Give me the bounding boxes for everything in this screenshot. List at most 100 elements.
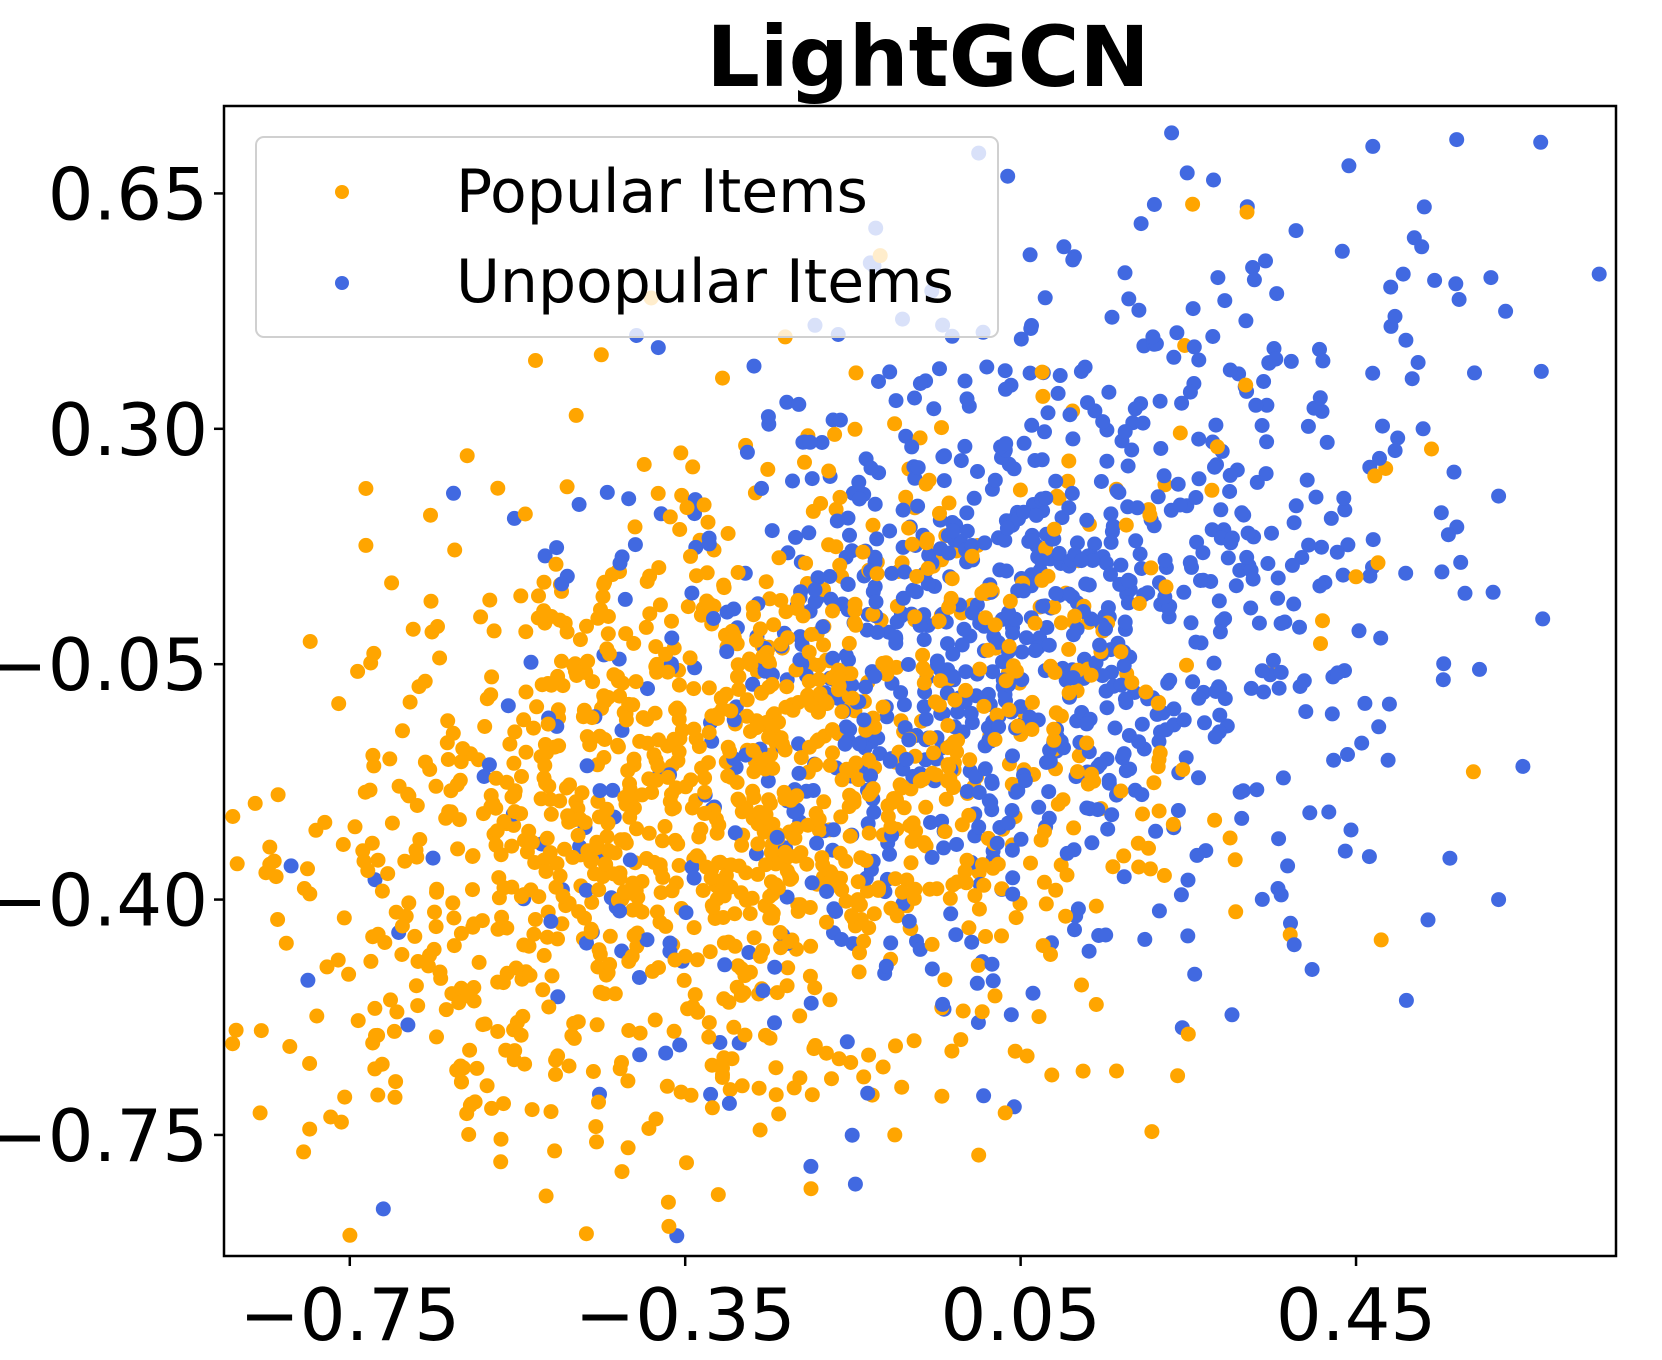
point-popular	[589, 1017, 605, 1033]
point-popular	[786, 1080, 802, 1096]
point-unpopular	[1312, 578, 1328, 594]
point-popular	[507, 724, 523, 740]
point-popular	[636, 457, 652, 472]
point-popular	[773, 593, 789, 608]
point-popular	[374, 1056, 390, 1072]
point-popular	[1185, 196, 1201, 212]
point-unpopular	[1117, 424, 1133, 440]
point-popular	[440, 752, 456, 767]
point-unpopular	[703, 1086, 719, 1102]
point-popular	[848, 617, 864, 633]
point-unpopular	[910, 460, 926, 476]
point-popular	[888, 1038, 903, 1054]
point-popular	[1024, 722, 1040, 737]
point-popular	[838, 893, 854, 909]
point-popular	[529, 699, 545, 715]
point-popular	[1053, 708, 1069, 724]
point-popular	[702, 944, 718, 960]
point-unpopular	[822, 569, 838, 584]
point-popular	[423, 593, 439, 609]
point-popular	[1088, 898, 1104, 914]
point-popular	[1116, 848, 1132, 864]
chart-title: LightGCN	[706, 8, 1149, 106]
point-unpopular	[1117, 265, 1133, 281]
point-unpopular	[1415, 421, 1431, 437]
point-popular	[555, 678, 571, 694]
point-unpopular	[1170, 803, 1186, 818]
point-unpopular	[1173, 887, 1189, 903]
point-unpopular	[984, 956, 1000, 972]
point-popular	[944, 1043, 960, 1059]
point-popular	[620, 788, 636, 804]
point-popular	[797, 454, 812, 470]
point-popular	[407, 928, 423, 944]
point-popular	[664, 883, 680, 899]
point-popular	[942, 890, 958, 906]
point-unpopular	[779, 394, 795, 410]
point-unpopular	[1098, 927, 1114, 943]
point-popular	[683, 548, 698, 564]
point-unpopular	[964, 934, 980, 950]
point-popular	[616, 884, 632, 900]
point-unpopular	[1220, 550, 1236, 566]
point-popular	[662, 509, 678, 525]
point-unpopular	[1212, 624, 1228, 640]
point-unpopular	[785, 473, 800, 489]
point-popular	[453, 925, 469, 941]
point-unpopular	[1109, 483, 1125, 499]
point-popular	[368, 1028, 383, 1043]
point-unpopular	[1024, 417, 1040, 433]
point-popular	[507, 787, 523, 803]
point-unpopular	[1308, 489, 1324, 505]
point-popular	[922, 730, 938, 746]
point-unpopular	[985, 973, 1001, 989]
point-popular	[548, 1067, 563, 1082]
point-popular	[494, 909, 510, 925]
y-tick-label: 0.65	[48, 152, 208, 236]
point-unpopular	[1153, 441, 1169, 456]
point-popular	[761, 729, 777, 745]
point-popular	[527, 912, 543, 927]
point-popular	[834, 704, 850, 720]
point-popular	[742, 964, 758, 980]
point-unpopular	[851, 736, 867, 752]
point-popular	[496, 880, 512, 896]
point-unpopular	[1371, 719, 1387, 735]
point-popular	[384, 815, 400, 831]
point-popular	[672, 522, 688, 537]
points-layer	[225, 125, 1607, 1244]
point-unpopular	[1206, 655, 1222, 671]
point-popular	[832, 557, 848, 573]
point-popular	[550, 1048, 566, 1064]
point-popular	[539, 830, 555, 846]
legend-label-unpopular: Unpopular Items	[456, 247, 954, 317]
point-unpopular	[1028, 507, 1044, 523]
point-popular	[850, 897, 866, 913]
point-unpopular	[1354, 735, 1370, 751]
point-popular	[438, 1002, 454, 1018]
point-popular	[518, 624, 534, 640]
point-unpopular	[1498, 303, 1514, 319]
point-popular	[1079, 735, 1095, 751]
point-popular	[1036, 874, 1052, 890]
point-popular	[1179, 657, 1194, 673]
point-popular	[811, 823, 827, 838]
point-popular	[674, 487, 690, 503]
point-unpopular	[578, 882, 594, 898]
point-popular	[559, 624, 575, 640]
point-popular	[715, 1060, 730, 1076]
point-unpopular	[788, 529, 803, 545]
point-popular	[1172, 425, 1188, 441]
point-popular	[538, 745, 554, 761]
point-unpopular	[1434, 564, 1450, 580]
point-popular	[386, 1023, 402, 1039]
point-unpopular	[948, 927, 964, 943]
point-popular	[454, 1074, 469, 1090]
point-unpopular	[791, 765, 807, 781]
point-popular	[430, 619, 445, 634]
point-unpopular	[1127, 401, 1143, 417]
point-popular	[818, 1045, 834, 1061]
point-unpopular	[809, 835, 825, 851]
point-unpopular	[976, 1088, 992, 1104]
point-popular	[971, 901, 987, 917]
